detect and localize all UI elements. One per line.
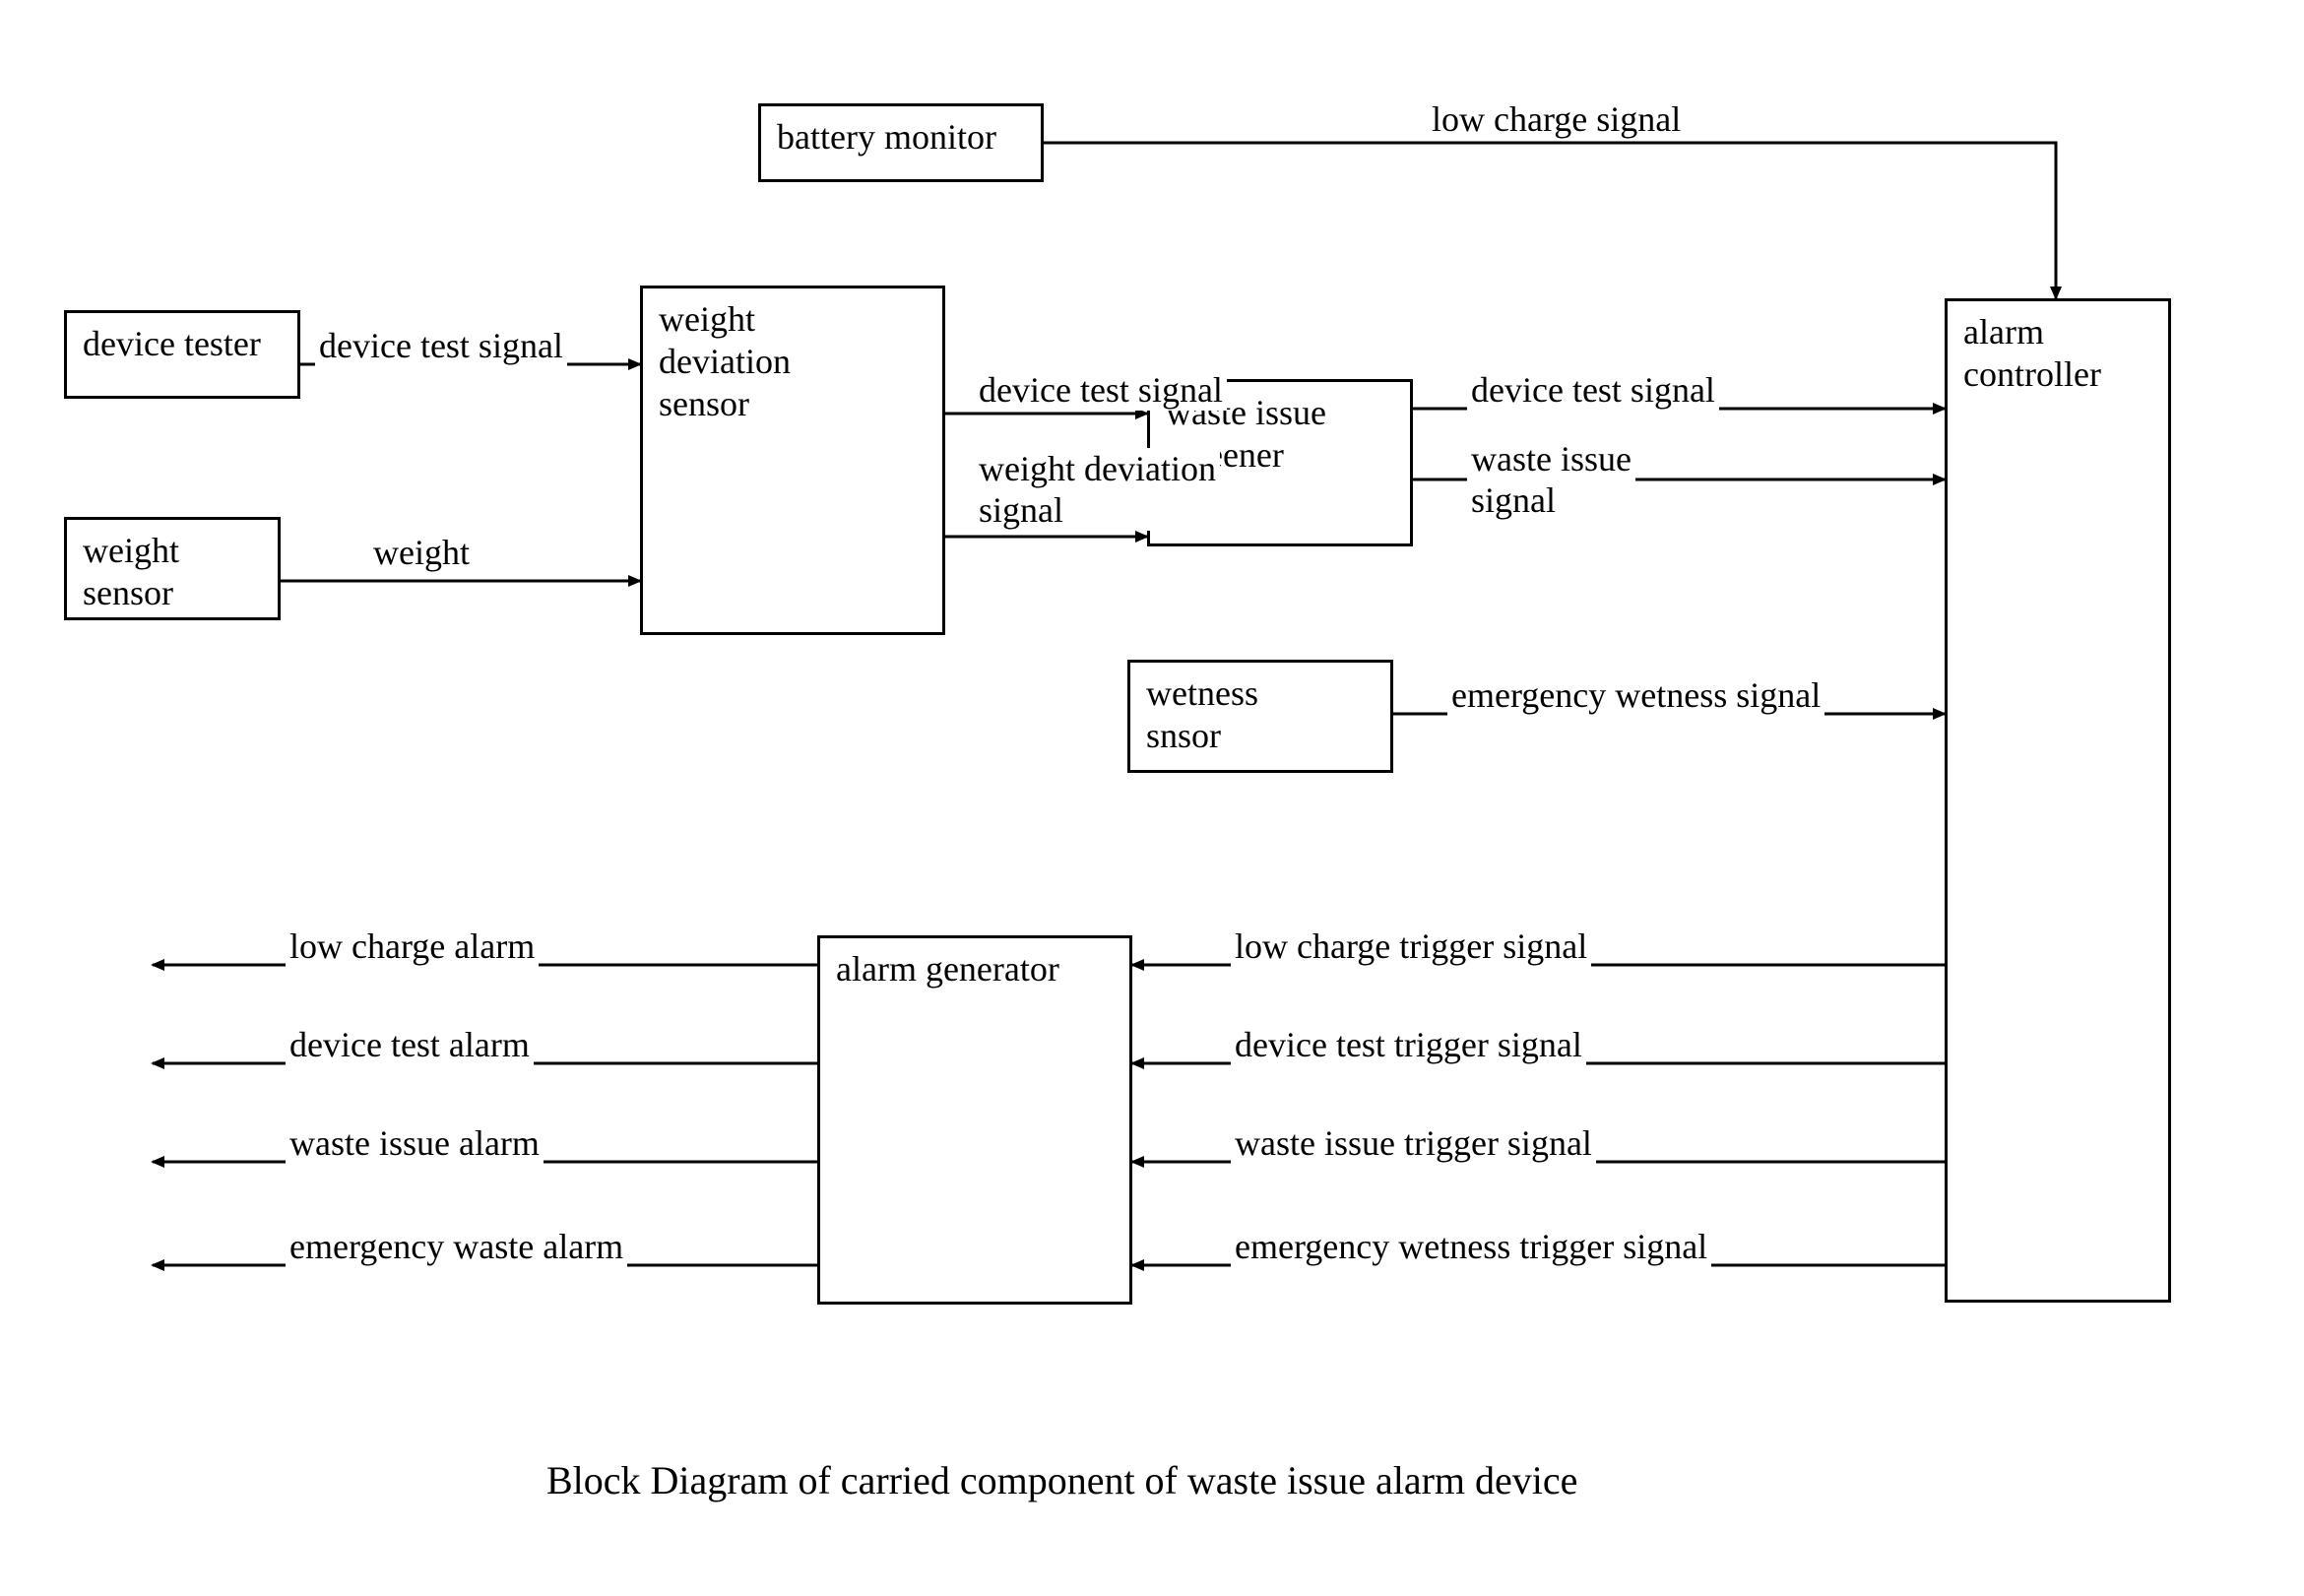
edge-label: emergency waste alarm — [286, 1226, 627, 1267]
node-battery-monitor: battery monitor — [758, 103, 1044, 182]
node-weight-deviation-sensor: weightdeviationsensor — [640, 286, 945, 635]
node-alarm-controller: alarmcontroller — [1945, 298, 2171, 1303]
edge-label: device test signal — [975, 369, 1227, 411]
node-label: battery monitor — [777, 116, 996, 159]
node-label: weightsensor — [83, 530, 179, 614]
edge-label: device test trigger signal — [1231, 1024, 1586, 1065]
edge-label: low charge signal — [1428, 98, 1685, 140]
edge-label: low charge trigger signal — [1231, 926, 1591, 967]
edge-arrow — [1044, 143, 2056, 298]
edge-label: device test signal — [1467, 369, 1719, 411]
node-label: alarm generator — [836, 948, 1059, 990]
edge-label: device test alarm — [286, 1024, 534, 1065]
node-alarm-generator: alarm generator — [817, 935, 1132, 1305]
edge-label: emergency wetness trigger signal — [1231, 1226, 1711, 1267]
node-label: device tester — [83, 323, 261, 365]
edge-label: waste issue trigger signal — [1231, 1122, 1596, 1164]
caption-text: Block Diagram of carried component of wa… — [546, 1458, 1577, 1502]
node-label: wetnesssnsor — [1146, 672, 1258, 757]
node-label: alarmcontroller — [1963, 311, 2101, 396]
block-diagram: battery monitor device tester weightsens… — [0, 0, 2304, 1596]
node-device-tester: device tester — [64, 310, 300, 399]
diagram-caption: Block Diagram of carried component of wa… — [546, 1457, 1577, 1503]
edge-label: emergency wetness signal — [1447, 674, 1824, 716]
edge-label: low charge alarm — [286, 926, 539, 967]
node-weight-sensor: weightsensor — [64, 517, 281, 620]
edge-label: waste issue signal — [1467, 438, 1635, 521]
edge-label: waste issue alarm — [286, 1122, 544, 1164]
edge-label: weight deviationsignal — [975, 448, 1220, 531]
edge-label: weight — [369, 532, 474, 573]
node-wetness-sensor: wetnesssnsor — [1127, 660, 1393, 773]
node-label: weightdeviationsensor — [659, 298, 791, 426]
edge-label: device test signal — [315, 325, 567, 366]
